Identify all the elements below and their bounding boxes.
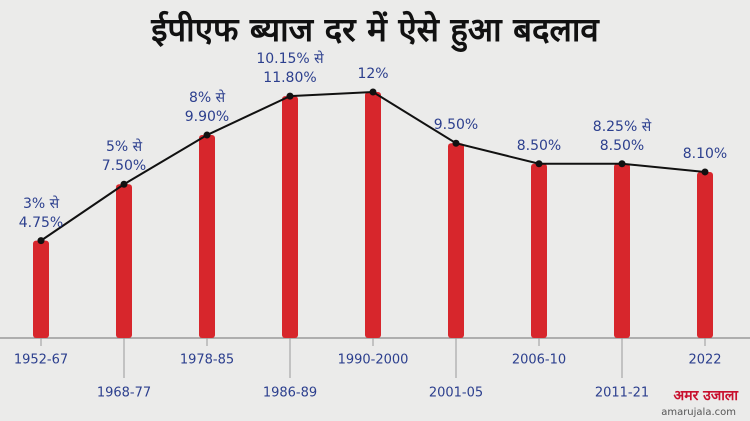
bar	[531, 163, 547, 338]
data-label: 8% से 9.90%	[184, 90, 230, 126]
data-label: 12%	[357, 66, 389, 82]
data-label: 8.10%	[682, 145, 728, 162]
trend-point	[286, 92, 294, 100]
logo: अमर उजाला	[673, 388, 738, 404]
x-tick-label: 1978-85	[180, 353, 234, 368]
x-tick-label: 2006-10	[512, 353, 566, 368]
trend-point	[701, 168, 709, 176]
bar	[448, 143, 464, 338]
data-label: 8.25% से 8.50%	[592, 118, 652, 154]
bar	[116, 184, 132, 338]
chart-title: ईपीएफ ब्याज दर में ऐसे हुआ बदलाव	[151, 10, 599, 49]
x-tick-label: 1968-77	[97, 386, 151, 401]
trend-point	[120, 180, 128, 188]
data-label: 5% से 7.50%	[101, 139, 147, 175]
bar	[33, 240, 49, 338]
data-label: 9.50%	[433, 117, 479, 134]
x-tick-label: 1986-89	[263, 386, 317, 401]
trend-point	[203, 131, 211, 139]
bar	[614, 163, 630, 338]
data-label: 10.15% से 11.80%	[256, 51, 324, 87]
bar	[697, 171, 713, 338]
data-label: 8.50%	[516, 137, 562, 154]
logo-url: amarujala.com	[661, 407, 736, 418]
bar	[282, 96, 298, 338]
trend-point	[618, 160, 626, 168]
x-tick-label: 2022	[688, 353, 721, 368]
x-tick-label: 1952-67	[14, 353, 68, 368]
x-tick-label: 2001-05	[429, 386, 483, 401]
trend-point	[535, 160, 543, 168]
bar	[199, 135, 215, 338]
trend-point	[452, 139, 460, 147]
trend-point	[369, 88, 377, 96]
x-tick-label: 1990-2000	[338, 353, 409, 368]
x-tick-label: 2011-21	[595, 386, 649, 401]
trend-point	[37, 237, 45, 245]
data-label: 3% से 4.75%	[18, 195, 64, 231]
bar	[365, 92, 381, 338]
